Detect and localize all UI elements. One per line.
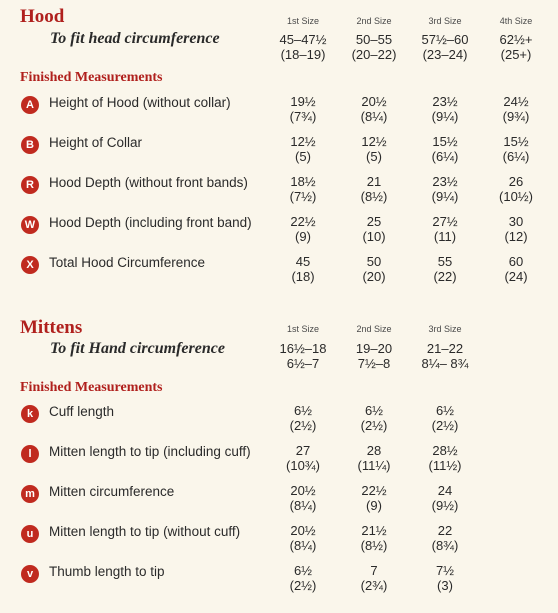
mittens-size-header: 2nd Size <box>356 324 392 334</box>
hood-fit-value: 62½+ (25+) <box>499 32 533 62</box>
mittens-row-value: 20½ (8¼) <box>289 483 317 513</box>
mittens-row-label: Thumb length to tip <box>49 564 165 579</box>
hood-row-value: 12½ (5) <box>361 134 387 164</box>
hood-row-badge: X <box>21 256 39 274</box>
mittens-row-value: 7 (2¾) <box>360 563 388 593</box>
hood-row-badge: B <box>21 136 39 154</box>
hood-section-label: Finished Measurements <box>20 70 163 85</box>
hood-row-value: 21 (8½) <box>360 174 388 204</box>
mittens-row-badge: u <box>21 525 39 543</box>
hood-row-value: 45 (18) <box>291 254 315 284</box>
mittens-fit-label: To fit Hand circumference <box>50 340 225 357</box>
mittens-row-badge: k <box>21 405 39 423</box>
hood-row-label: Height of Hood (without collar) <box>49 95 231 110</box>
hood-row-value: 60 (24) <box>504 254 528 284</box>
hood-row-value: 27½ (11) <box>432 214 458 244</box>
mittens-row-label: Mitten circumference <box>49 484 175 499</box>
mittens-row-value: 6½ (2½) <box>289 403 317 433</box>
hood-row-value: 50 (20) <box>362 254 386 284</box>
hood-row-label: Total Hood Circumference <box>49 255 206 270</box>
hood-row-value: 55 (22) <box>433 254 457 284</box>
mittens-row-label: Mitten length to tip (without cuff) <box>49 524 241 539</box>
mittens-row-label: Cuff length <box>49 404 115 419</box>
mittens-title: Mittens <box>20 317 83 338</box>
mittens-row-value: 6½ (2½) <box>360 403 388 433</box>
hood-size-header: 3rd Size <box>428 16 462 26</box>
mittens-fit-value: 21–22 8¼– 8¾ <box>421 341 469 371</box>
hood-row-value: 30 (12) <box>504 214 528 244</box>
hood-row-value: 12½ (5) <box>290 134 316 164</box>
mittens-row-value: 6½ (2½) <box>289 563 317 593</box>
hood-row-value: 20½ (8¼) <box>360 94 388 124</box>
hood-row-value: 19½ (7¾) <box>289 94 317 124</box>
mittens-row-value: 6½ (2½) <box>431 403 459 433</box>
mittens-size-header: 3rd Size <box>428 324 462 334</box>
hood-row-value: 23½ (9¼) <box>431 94 459 124</box>
hood-row-badge: W <box>21 216 39 234</box>
mittens-row-value: 28½ (11½) <box>428 443 462 473</box>
mittens-row-label: Mitten length to tip (including cuff) <box>49 444 251 459</box>
hood-row-value: 15½ (6¼) <box>431 134 459 164</box>
hood-fit-value: 45–47½ (18–19) <box>279 32 327 62</box>
hood-row-value: 26 (10½) <box>499 174 533 204</box>
hood-size-header: 2nd Size <box>356 16 392 26</box>
mittens-row-badge: v <box>21 565 39 583</box>
mittens-row-value: 22½ (9) <box>361 483 387 513</box>
mittens-fit-value: 16½–18 6½–7 <box>279 341 327 371</box>
mittens-size-header: 1st Size <box>286 324 319 334</box>
mittens-row-value: 7½ (3) <box>435 563 455 593</box>
hood-row-label: Height of Collar <box>49 135 143 150</box>
hood-row-value: 23½ (9¼) <box>431 174 459 204</box>
mittens-row-badge: l <box>21 445 39 463</box>
hood-size-header: 4th Size <box>499 16 533 26</box>
mittens-row-value: 28 (11¼) <box>357 443 391 473</box>
hood-row-label: Hood Depth (including front band) <box>49 215 252 230</box>
mittens-row-value: 24 (9½) <box>431 483 459 513</box>
mittens-row-value: 27 (10¾) <box>286 443 320 473</box>
hood-row-badge: A <box>21 96 39 114</box>
hood-fit-value: 57½–60 (23–24) <box>421 32 469 62</box>
mittens-row-badge: m <box>21 485 39 503</box>
hood-title: Hood <box>20 6 65 27</box>
mittens-row-value: 21½ (8½) <box>360 523 388 553</box>
hood-row-badge: R <box>21 176 39 194</box>
mittens-section-label: Finished Measurements <box>20 380 163 395</box>
mittens-row-value: 20½ (8¼) <box>289 523 317 553</box>
hood-row-value: 15½ (6¼) <box>502 134 530 164</box>
hood-row-value: 25 (10) <box>362 214 386 244</box>
hood-row-value: 22½ (9) <box>290 214 316 244</box>
hood-row-value: 18½ (7½) <box>289 174 317 204</box>
mittens-row-value: 22 (8¾) <box>431 523 459 553</box>
hood-fit-value: 50–55 (20–22) <box>351 32 397 62</box>
hood-row-label: Hood Depth (without front bands) <box>49 175 248 190</box>
hood-size-header: 1st Size <box>286 16 319 26</box>
hood-fit-label: To fit head circumference <box>50 30 220 47</box>
mittens-fit-value: 19–20 7½–8 <box>355 341 393 371</box>
hood-row-value: 24½ (9¾) <box>502 94 530 124</box>
